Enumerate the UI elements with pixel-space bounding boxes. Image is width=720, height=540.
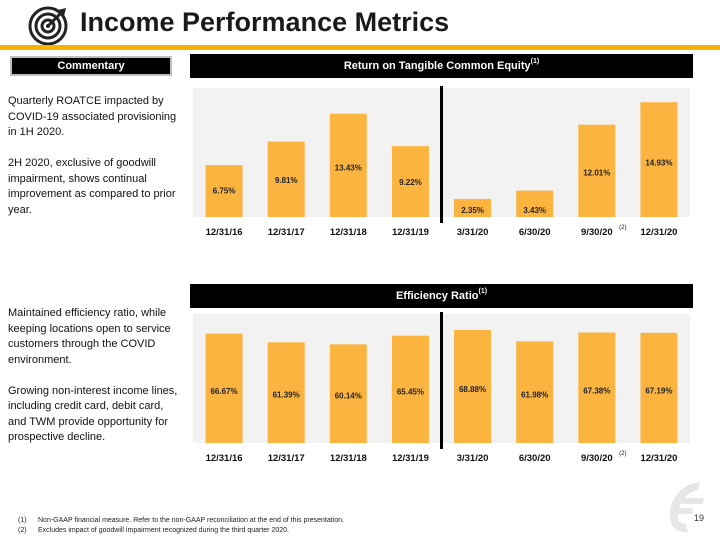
- tick-label: 12/31/19: [392, 227, 429, 238]
- tick-label: 12/31/20: [640, 227, 677, 238]
- bar: [267, 141, 305, 217]
- data-label: 60.14%: [335, 392, 362, 401]
- data-label: 67.38%: [583, 386, 610, 395]
- tick-label: 6/30/20: [519, 453, 551, 464]
- bar: [391, 146, 429, 217]
- data-label: 67.19%: [645, 386, 672, 395]
- data-label: 61.39%: [273, 391, 300, 400]
- data-label: 6.75%: [213, 187, 236, 196]
- data-label: 9.81%: [275, 176, 298, 185]
- bar: [578, 124, 616, 217]
- tick-label: 12/31/17: [268, 453, 305, 464]
- rotce-title-note: (1): [530, 58, 540, 65]
- bar: [516, 190, 554, 217]
- efficiency-bar-chart: 66.67% 12/31/16 61.39% 12/31/17 60.14% 12/31/…: [193, 312, 690, 464]
- data-label: 12.01%: [583, 168, 610, 177]
- tick-label: 6/30/20: [519, 227, 551, 238]
- commentary-text: Quarterly ROATCE impacted by COVID-19 as…: [8, 95, 177, 138]
- data-label: 9.22%: [399, 178, 422, 187]
- page-title: Income Performance Metrics: [80, 7, 450, 37]
- tick-note: (2): [619, 451, 626, 457]
- commentary-block-1: Quarterly ROATCE impacted by COVID-19 as…: [8, 94, 178, 234]
- efficiency-title-note: (1): [478, 288, 488, 295]
- commentary-header: Commentary: [10, 56, 172, 76]
- tick-label: 12/31/16: [206, 227, 243, 238]
- footnote-1: (1) Non-GAAP financial measure. Refer to …: [18, 517, 344, 524]
- tick-label: 3/31/20: [457, 453, 489, 464]
- rotce-bar-chart: 6.75% 12/31/16 9.81% 12/31/17 13.43% 12/31/18…: [193, 86, 690, 238]
- commentary-text: 2H 2020, exclusive of goodwill impairmen…: [8, 157, 176, 216]
- efficiency-chart-header: Efficiency Ratio(1): [190, 284, 693, 308]
- data-label: 3.43%: [523, 206, 546, 215]
- commentary-text: Growing non-interest income lines, inclu…: [8, 384, 178, 444]
- tick-label: 3/31/20: [457, 227, 489, 238]
- tick-label: 9/30/20: [581, 453, 613, 464]
- data-label: 14.93%: [645, 158, 672, 167]
- bar: [578, 332, 616, 443]
- data-label: 2.35%: [461, 206, 484, 215]
- bar: [516, 341, 554, 443]
- data-label: 66.67%: [210, 387, 237, 396]
- bar: [329, 344, 367, 443]
- bar: [267, 342, 305, 443]
- tick-label: 12/31/17: [268, 227, 305, 238]
- title-rule: [0, 45, 720, 50]
- commentary-block-2: Maintained efficiency ratio, while keepi…: [8, 306, 178, 461]
- tick-label: 12/31/16: [206, 453, 243, 464]
- tick-label: 12/31/18: [330, 453, 367, 464]
- bar: [640, 102, 678, 217]
- footnotes: (1) Non-GAAP financial measure. Refer to …: [18, 516, 344, 536]
- bar: [391, 335, 429, 443]
- tick-label: 12/31/19: [392, 453, 429, 464]
- tick-note: (2): [619, 225, 626, 231]
- rotce-chart-header: Return on Tangible Common Equity(1): [190, 54, 693, 78]
- tick-label: 9/30/20: [581, 227, 613, 238]
- bar: [205, 165, 243, 217]
- tick-label: 12/31/18: [330, 227, 367, 238]
- data-label: 13.43%: [335, 164, 362, 173]
- bar: [329, 113, 367, 217]
- data-label: 61.98%: [521, 390, 548, 399]
- data-label: 68.88%: [459, 385, 486, 394]
- target-icon: [28, 6, 68, 46]
- commentary-text: Maintained efficiency ratio, while keepi…: [8, 307, 171, 366]
- page-number: 19: [694, 513, 705, 523]
- tick-label: 12/31/20: [640, 453, 677, 464]
- rotce-chart-title: Return on Tangible Common Equity: [343, 60, 531, 72]
- bar: [640, 332, 678, 443]
- bar: [454, 330, 492, 443]
- bar: [454, 198, 492, 217]
- bar: [205, 333, 243, 443]
- data-label: 65.45%: [397, 388, 424, 397]
- bank-logo-icon: [669, 482, 704, 533]
- efficiency-chart-title: Efficiency Ratio: [395, 290, 479, 302]
- footnote-2: (2) Excludes impact of goodwill impairmen…: [18, 527, 289, 534]
